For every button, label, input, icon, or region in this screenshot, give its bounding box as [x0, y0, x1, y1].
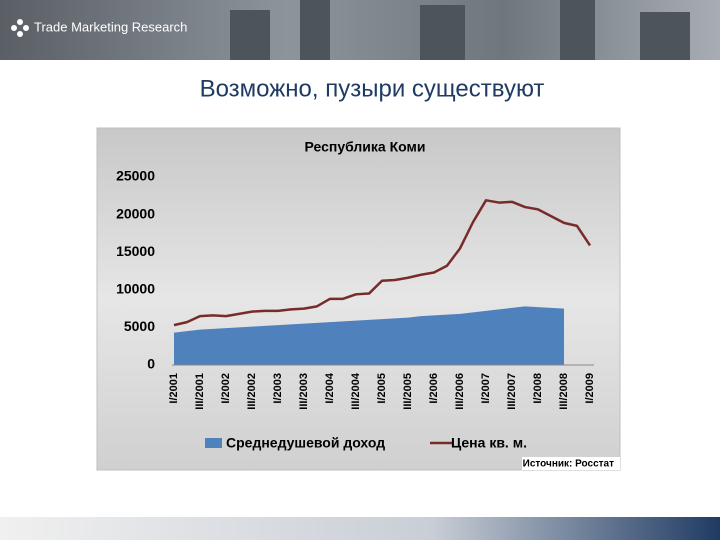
chart-title: Республика Коми: [305, 139, 426, 155]
area: [174, 306, 564, 365]
x-tick-label: III/2005: [402, 373, 414, 410]
x-tick-label: III/2004: [350, 372, 362, 410]
line: [173, 199, 592, 327]
x-tick-label: I/2002: [220, 373, 232, 404]
footer-strip: [0, 517, 720, 540]
logo-text: Trade Marketing Research: [34, 19, 187, 34]
slide-title: Возможно, пузыри существуют: [200, 75, 545, 102]
x-tick-label: I/2001: [168, 373, 180, 404]
x-tick-label: III/2006: [454, 373, 466, 410]
y-tick-label: 15000: [116, 243, 155, 259]
y-tick-label: 10000: [116, 281, 155, 297]
chart-area: [96, 127, 621, 471]
header-banner: [0, 0, 720, 60]
x-tick-label: I/2008: [532, 373, 544, 404]
plot: 0 5000 10000 15000 20000 25000 I/2001 III/2001 I…: [116, 168, 596, 451]
logo-icon: [11, 19, 29, 37]
x-tick-label: I/2006: [428, 373, 440, 404]
x-tick-label: I/2007: [480, 373, 492, 404]
source-box: [522, 457, 620, 470]
x-tick-label: III/2002: [246, 373, 258, 410]
y-tick-label: 5000: [124, 318, 155, 334]
source: Источник: Росстат: [523, 459, 614, 470]
legend-label: Цена кв. м.: [451, 435, 527, 451]
x-tick-label: I/2003: [272, 373, 284, 404]
legend-swatch: [205, 438, 222, 448]
x-tick-label: I/2005: [376, 373, 388, 404]
y-tick-label: 20000: [116, 205, 155, 221]
y-tick-label: 25000: [116, 168, 155, 184]
x-tick-label: III/2001: [194, 373, 206, 410]
x-tick-label: III/2007: [506, 373, 518, 410]
y-tick-label: 0: [147, 356, 155, 372]
x-tick-label: III/2008: [558, 373, 570, 410]
x-tick-label: III/2003: [298, 373, 310, 410]
x-tick-label: I/2004: [324, 372, 336, 403]
legend-label: Среднедушевой доход: [226, 435, 385, 451]
x-tick-label: I/2009: [584, 373, 596, 404]
buildings: [230, 0, 690, 60]
